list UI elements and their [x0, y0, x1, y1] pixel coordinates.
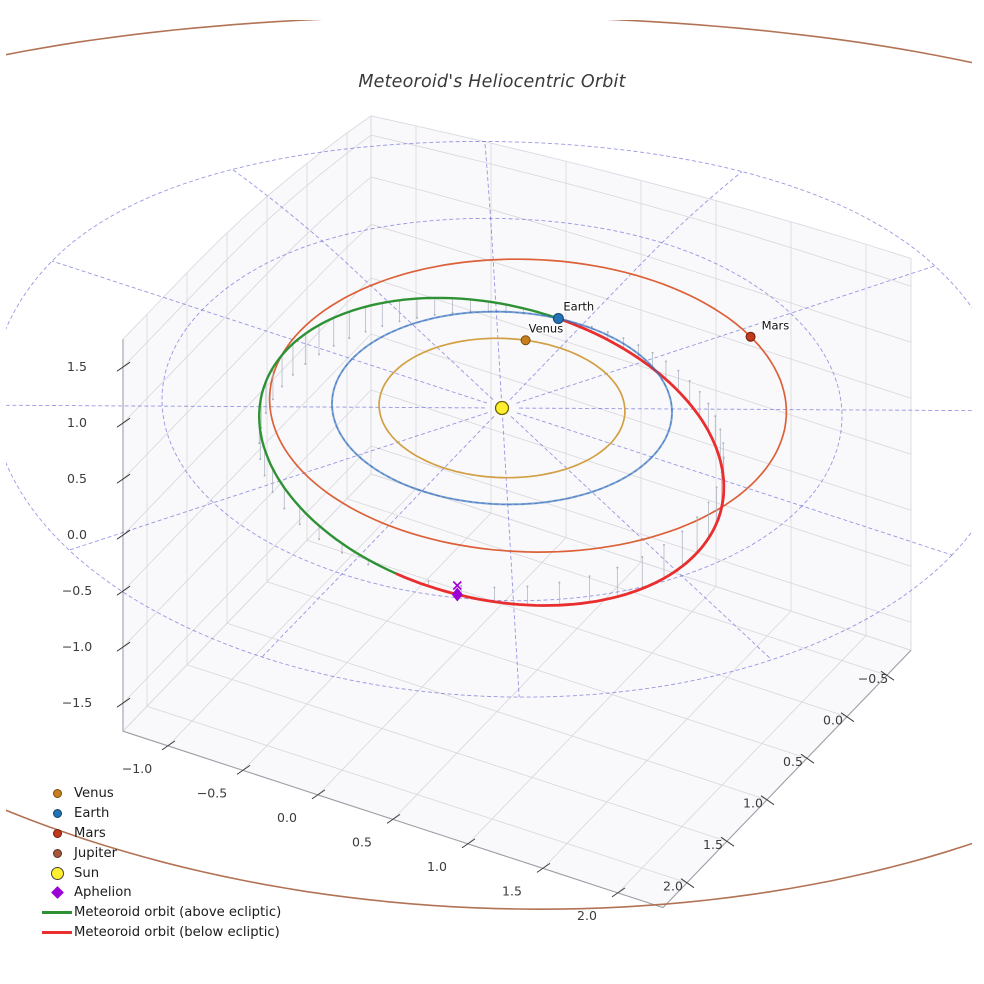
plot-area: Venus Mars Earth [6, 20, 972, 911]
legend-label: Venus [74, 786, 114, 802]
earth-legend-marker-icon [40, 809, 74, 819]
legend-label: Mars [74, 825, 106, 841]
legend-item-mars: Mars [40, 824, 281, 844]
orbit-jupiter [6, 20, 972, 911]
sun-marker [494, 400, 510, 416]
y-tick-label: 0.0 [823, 713, 843, 728]
y-tick-label: 0.5 [783, 754, 803, 769]
earth-marker [552, 313, 564, 325]
z-tick-label: −1.5 [62, 695, 92, 710]
x-tick-label: 1.5 [502, 883, 522, 898]
ecliptic-spoke [69, 412, 488, 551]
legend-label: Earth [74, 806, 110, 822]
ecliptic-spoke [518, 407, 972, 412]
y-tick-label: 1.5 [703, 837, 723, 852]
mars-legend-marker-icon [40, 828, 74, 838]
z-tick-label: 1.0 [67, 415, 87, 430]
orbit-venus [378, 337, 626, 479]
z-tick-label: 1.5 [67, 359, 87, 374]
y-tick-label: 2.0 [663, 879, 683, 894]
z-tick-label: −0.5 [62, 583, 92, 598]
legend-label: Jupiter [74, 845, 117, 861]
venus-marker [520, 335, 531, 346]
aphelion-marker [451, 587, 463, 602]
legend-item-jupiter: Jupiter [40, 843, 281, 863]
y-tick-label: 1.0 [743, 796, 763, 811]
x-tick-label: −0.5 [197, 785, 227, 800]
ecliptic-spoke [232, 169, 494, 400]
mars-marker [745, 331, 756, 342]
legend-item-meteoroid-below: Meteoroid orbit (below ecliptic) [40, 923, 281, 943]
x-tick-label: −1.0 [122, 761, 152, 776]
ecliptic-spoke [516, 412, 953, 556]
legend-item-earth: Earth [40, 804, 281, 824]
chart-title: Meteoroid's Heliocentric Orbit [358, 72, 626, 92]
venus-label: Venus [529, 321, 564, 335]
legend-label: Meteoroid orbit (below ecliptic) [74, 924, 280, 940]
ecliptic-spoke [484, 141, 502, 399]
z-tick-label: 0.0 [67, 527, 87, 542]
legend-item-sun: Sun [40, 863, 281, 883]
z-tick-label: 0.5 [67, 471, 87, 486]
ecliptic-spoke [516, 265, 935, 404]
meteoroid-below-line [395, 317, 726, 607]
meteoroid-above-legend-line-icon [40, 911, 74, 915]
legend-label: Aphelion [74, 885, 132, 901]
legend-item-aphelion: Aphelion [40, 883, 281, 903]
y-tick-label: −0.5 [858, 671, 888, 686]
legend-label: Sun [74, 865, 100, 881]
legend-item-venus: Venus [40, 784, 281, 804]
ecliptic-spoke [6, 404, 486, 409]
ecliptic-grid [6, 141, 972, 698]
legend-label: Meteoroid orbit (above ecliptic) [74, 905, 282, 921]
legend: Venus Earth Mars Jupiter Sun Aphelion Meteoroi… [40, 784, 281, 942]
earth-label: Earth [563, 300, 594, 314]
sun-legend-marker-icon [40, 866, 74, 880]
axis-ticks [116, 361, 895, 898]
venus-legend-marker-icon [40, 789, 74, 799]
ecliptic-spoke [261, 415, 495, 658]
x-tick-label: 0.0 [277, 810, 297, 825]
legend-item-meteoroid-above: Meteoroid orbit (above ecliptic) [40, 903, 281, 923]
x-tick-label: 1.0 [427, 859, 447, 874]
z-tick-label: −1.0 [62, 639, 92, 654]
meteoroid-below-legend-line-icon [40, 930, 74, 934]
ecliptic-spoke [51, 260, 488, 404]
x-tick-label: 2.0 [577, 908, 597, 923]
mars-label: Mars [762, 319, 790, 333]
jupiter-legend-marker-icon [40, 848, 74, 858]
aphelion-legend-marker-icon [40, 886, 74, 900]
ecliptic-spoke [502, 417, 520, 698]
aphelion-ecliptic-x-icon [452, 580, 462, 591]
ecliptic-spoke [510, 416, 773, 661]
orbit-earth [330, 310, 674, 506]
x-tick-label: 0.5 [352, 834, 372, 849]
meteoroid-above-line [258, 296, 560, 576]
ecliptic-spoke [509, 171, 743, 401]
